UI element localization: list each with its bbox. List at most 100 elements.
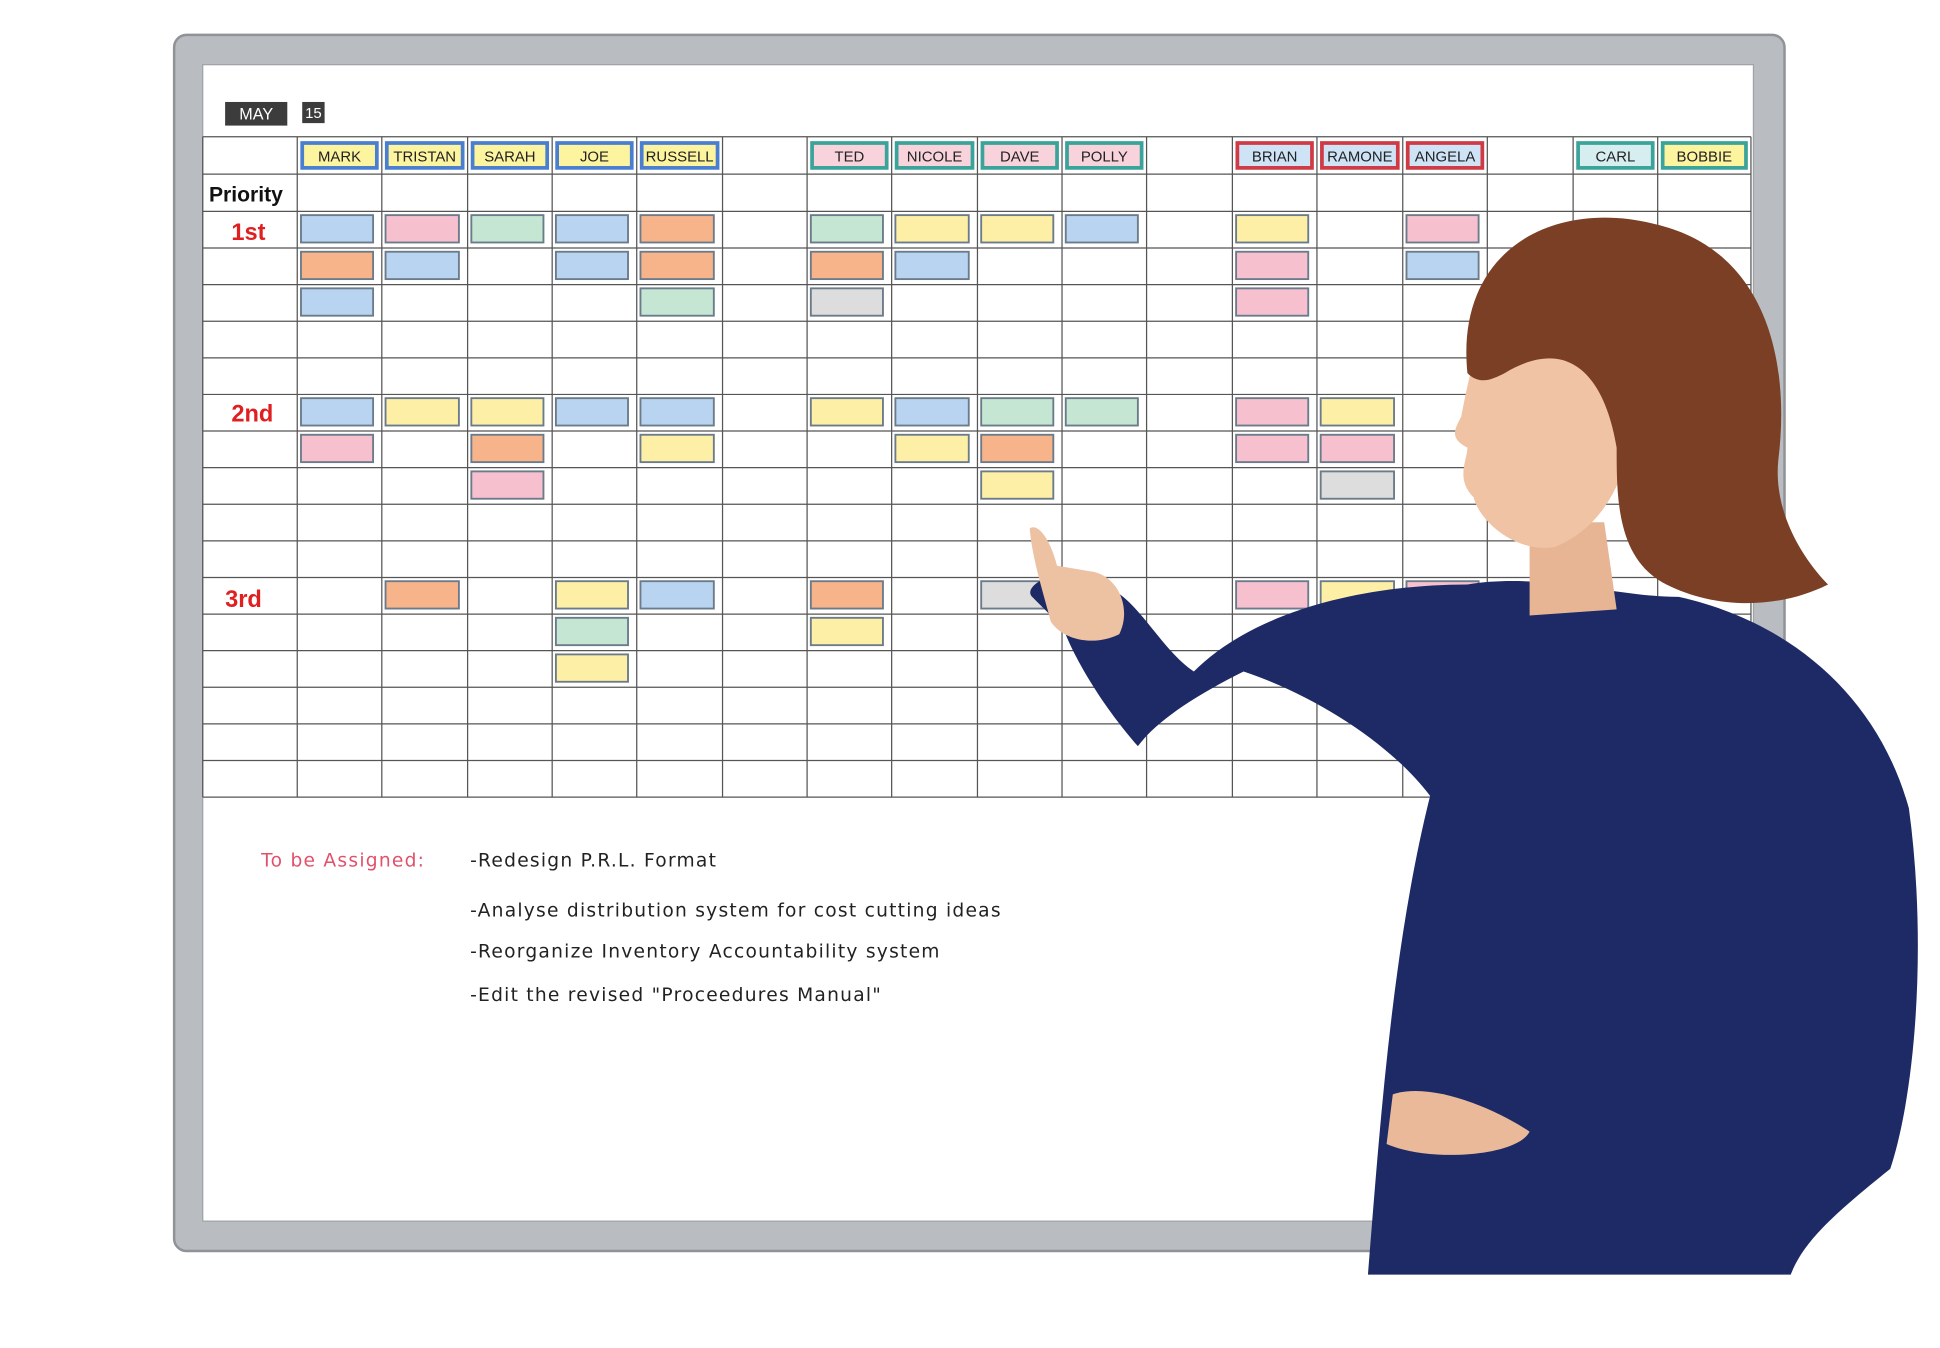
task-card xyxy=(384,214,460,244)
task-card xyxy=(554,580,629,610)
name-card xyxy=(300,141,379,170)
task-card xyxy=(554,397,629,427)
task-card xyxy=(980,470,1055,500)
task-card xyxy=(639,580,715,610)
grid xyxy=(202,136,1752,798)
note-item: -Analyse distribution system for cost cu… xyxy=(470,900,1002,921)
name: CARL xyxy=(1596,149,1636,166)
task-card xyxy=(1235,214,1310,244)
task-card xyxy=(470,214,545,244)
sweater xyxy=(1030,573,1918,1275)
task-card xyxy=(1405,250,1480,281)
task-card xyxy=(980,433,1055,464)
task-card xyxy=(470,470,545,500)
name-card xyxy=(980,141,1059,170)
task-card xyxy=(809,580,884,610)
person xyxy=(1029,217,1918,1275)
task-card xyxy=(300,250,375,281)
note-item: -Redesign P.R.L. Format xyxy=(470,851,717,872)
hair xyxy=(1466,217,1829,604)
task-card xyxy=(809,287,884,317)
task-card xyxy=(1319,470,1395,500)
priority-level: 3rd xyxy=(225,587,262,613)
task-card xyxy=(554,653,629,683)
task-card xyxy=(894,214,970,244)
task-card xyxy=(1235,580,1310,610)
task-card xyxy=(1235,433,1310,464)
notes-title: To be Assigned: xyxy=(260,851,425,872)
name-card xyxy=(555,141,634,170)
task-card xyxy=(980,214,1055,244)
task-card xyxy=(894,397,970,427)
task-card xyxy=(639,433,715,464)
task-card xyxy=(809,616,884,647)
task-card xyxy=(1235,250,1310,281)
day-tag xyxy=(302,101,325,124)
task-card xyxy=(300,287,375,317)
name-card xyxy=(1320,141,1400,170)
task-card xyxy=(1235,397,1310,427)
name: SARAH xyxy=(484,149,535,166)
name: TED xyxy=(834,149,864,166)
task-card xyxy=(809,214,884,244)
task-card xyxy=(1405,214,1480,244)
name: DAVE xyxy=(1000,149,1040,166)
task-card xyxy=(1319,397,1395,427)
task-card xyxy=(554,616,629,647)
month-tag xyxy=(225,101,288,126)
task-card xyxy=(639,397,715,427)
name: RUSSELL xyxy=(646,149,714,166)
note-item: -Reorganize Inventory Accountability sys… xyxy=(470,942,941,963)
task-card xyxy=(894,250,970,281)
task-card xyxy=(554,250,629,281)
task-card xyxy=(809,397,884,427)
name-card xyxy=(470,141,550,170)
task-card xyxy=(300,397,375,427)
name-card xyxy=(810,141,889,170)
name: RAMONE xyxy=(1327,149,1392,166)
name: ANGELA xyxy=(1415,149,1476,166)
month: MAY xyxy=(239,105,273,123)
priority-level: 2nd xyxy=(231,402,273,428)
name-card xyxy=(384,141,465,170)
task-card xyxy=(470,397,545,427)
name: BRIAN xyxy=(1252,149,1298,166)
task-card xyxy=(1319,433,1395,464)
name: TRISTAN xyxy=(393,149,456,166)
name: MARK xyxy=(318,149,361,166)
name: BOBBIE xyxy=(1677,149,1733,166)
task-card xyxy=(980,397,1055,427)
task-card xyxy=(1064,397,1139,427)
hand-lower xyxy=(1386,1091,1530,1155)
task-card xyxy=(300,433,375,464)
priority-level: 1st xyxy=(231,220,265,246)
task-card xyxy=(894,433,970,464)
name-card xyxy=(1065,141,1144,170)
task-card xyxy=(470,433,545,464)
name-card xyxy=(1576,141,1655,170)
task-card xyxy=(1235,287,1310,317)
name-card xyxy=(1405,141,1485,170)
task-card xyxy=(300,214,375,244)
name: JOE xyxy=(580,149,609,166)
task-card xyxy=(384,397,460,427)
name-card xyxy=(1235,141,1314,170)
task-card xyxy=(639,214,715,244)
task-card xyxy=(639,287,715,317)
task-card xyxy=(554,214,629,244)
name-card xyxy=(894,141,975,170)
task-card xyxy=(1064,214,1139,244)
name: POLLY xyxy=(1081,149,1128,166)
task-card xyxy=(384,250,460,281)
task-card xyxy=(809,250,884,281)
priority-label: Priority xyxy=(209,183,283,206)
note-item: -Edit the revised "Proceedures Manual" xyxy=(470,985,882,1006)
name: NICOLE xyxy=(907,149,963,166)
task-card xyxy=(639,250,715,281)
hand-pointing xyxy=(1029,527,1125,641)
name-card xyxy=(1660,141,1748,170)
name-card xyxy=(639,141,720,170)
task-card xyxy=(384,580,460,610)
